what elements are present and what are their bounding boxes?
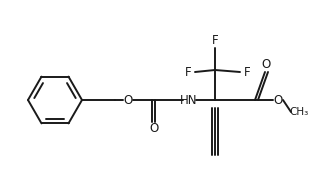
Text: F: F [185,66,191,79]
Text: O: O [149,122,158,135]
Text: O: O [273,94,283,107]
Text: O: O [262,59,271,72]
Text: HN: HN [180,94,198,107]
Text: CH₃: CH₃ [289,107,309,117]
Text: F: F [212,35,218,48]
Text: O: O [123,94,132,107]
Text: F: F [244,66,250,79]
